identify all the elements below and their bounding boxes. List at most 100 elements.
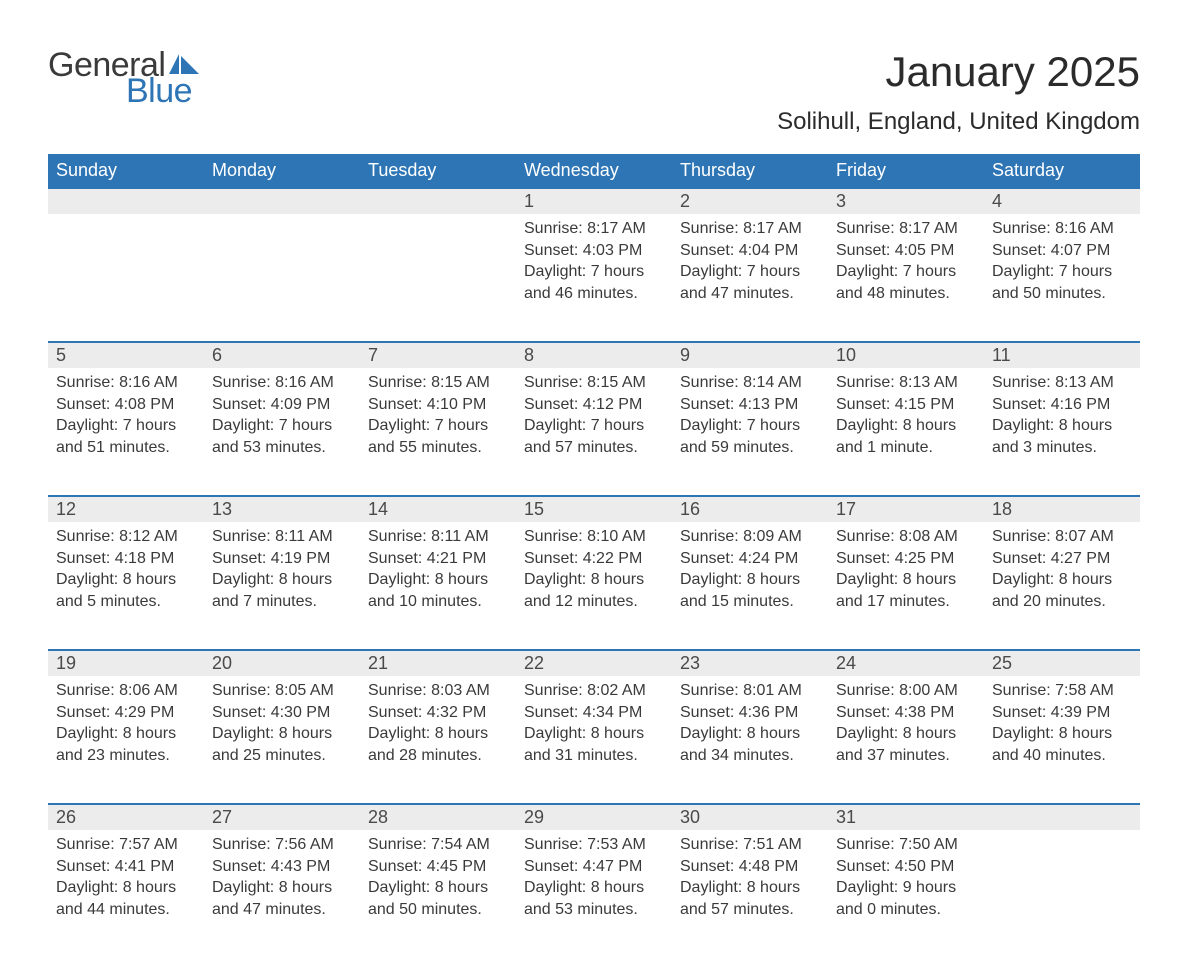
- day-daylight1: Daylight: 8 hours: [368, 723, 508, 745]
- day-daylight2: and 28 minutes.: [368, 745, 508, 767]
- day-daylight2: and 34 minutes.: [680, 745, 820, 767]
- day-sunrise: Sunrise: 8:12 AM: [56, 526, 196, 548]
- day-detail-cell: Sunrise: 8:15 AMSunset: 4:12 PMDaylight:…: [516, 368, 672, 496]
- day-number-cell: 17: [828, 496, 984, 522]
- day-daylight2: and 37 minutes.: [836, 745, 976, 767]
- day-detail-cell: Sunrise: 7:50 AMSunset: 4:50 PMDaylight:…: [828, 830, 984, 958]
- day-number-cell: 6: [204, 342, 360, 368]
- day-detail-row: Sunrise: 8:12 AMSunset: 4:18 PMDaylight:…: [48, 522, 1140, 650]
- day-sunrise: Sunrise: 8:15 AM: [368, 372, 508, 394]
- day-daylight2: and 3 minutes.: [992, 437, 1132, 459]
- day-sunrise: Sunrise: 8:17 AM: [524, 218, 664, 240]
- day-daylight1: Daylight: 8 hours: [680, 723, 820, 745]
- day-sunrise: Sunrise: 8:00 AM: [836, 680, 976, 702]
- weekday-header: Friday: [828, 154, 984, 188]
- day-detail-cell: Sunrise: 8:13 AMSunset: 4:16 PMDaylight:…: [984, 368, 1140, 496]
- day-number-cell: 27: [204, 804, 360, 830]
- day-detail-cell: Sunrise: 8:09 AMSunset: 4:24 PMDaylight:…: [672, 522, 828, 650]
- weekday-header: Wednesday: [516, 154, 672, 188]
- day-sunset: Sunset: 4:29 PM: [56, 702, 196, 724]
- day-daylight2: and 31 minutes.: [524, 745, 664, 767]
- day-sunset: Sunset: 4:22 PM: [524, 548, 664, 570]
- day-sunset: Sunset: 4:04 PM: [680, 240, 820, 262]
- day-sunrise: Sunrise: 8:01 AM: [680, 680, 820, 702]
- day-sunrise: Sunrise: 8:14 AM: [680, 372, 820, 394]
- day-sunrise: Sunrise: 8:08 AM: [836, 526, 976, 548]
- day-number-cell: 25: [984, 650, 1140, 676]
- day-daylight1: Daylight: 8 hours: [368, 569, 508, 591]
- day-daylight1: Daylight: 7 hours: [680, 415, 820, 437]
- day-sunset: Sunset: 4:34 PM: [524, 702, 664, 724]
- day-daylight2: and 15 minutes.: [680, 591, 820, 613]
- day-daylight2: and 51 minutes.: [56, 437, 196, 459]
- day-daylight1: Daylight: 8 hours: [524, 877, 664, 899]
- day-daylight1: Daylight: 7 hours: [524, 415, 664, 437]
- day-number-cell: 13: [204, 496, 360, 522]
- day-detail-cell: [48, 214, 204, 342]
- day-detail-cell: Sunrise: 8:10 AMSunset: 4:22 PMDaylight:…: [516, 522, 672, 650]
- day-sunrise: Sunrise: 8:17 AM: [836, 218, 976, 240]
- day-daylight2: and 40 minutes.: [992, 745, 1132, 767]
- day-number-cell: 5: [48, 342, 204, 368]
- day-detail-cell: Sunrise: 8:16 AMSunset: 4:08 PMDaylight:…: [48, 368, 204, 496]
- day-sunrise: Sunrise: 8:16 AM: [992, 218, 1132, 240]
- day-daylight2: and 20 minutes.: [992, 591, 1132, 613]
- day-daylight1: Daylight: 7 hours: [836, 261, 976, 283]
- day-detail-cell: Sunrise: 8:00 AMSunset: 4:38 PMDaylight:…: [828, 676, 984, 804]
- day-daylight2: and 55 minutes.: [368, 437, 508, 459]
- day-number-cell: 3: [828, 188, 984, 214]
- day-daylight1: Daylight: 7 hours: [524, 261, 664, 283]
- day-daylight1: Daylight: 8 hours: [368, 877, 508, 899]
- day-sunset: Sunset: 4:03 PM: [524, 240, 664, 262]
- day-sunset: Sunset: 4:36 PM: [680, 702, 820, 724]
- weekday-header: Saturday: [984, 154, 1140, 188]
- day-detail-cell: Sunrise: 8:07 AMSunset: 4:27 PMDaylight:…: [984, 522, 1140, 650]
- weekday-header: Tuesday: [360, 154, 516, 188]
- day-detail-cell: Sunrise: 8:01 AMSunset: 4:36 PMDaylight:…: [672, 676, 828, 804]
- day-sunset: Sunset: 4:45 PM: [368, 856, 508, 878]
- day-detail-row: Sunrise: 7:57 AMSunset: 4:41 PMDaylight:…: [48, 830, 1140, 958]
- day-sunrise: Sunrise: 8:09 AM: [680, 526, 820, 548]
- day-detail-cell: [204, 214, 360, 342]
- day-number-cell: 19: [48, 650, 204, 676]
- day-sunset: Sunset: 4:21 PM: [368, 548, 508, 570]
- day-detail-cell: Sunrise: 8:16 AMSunset: 4:07 PMDaylight:…: [984, 214, 1140, 342]
- day-sunset: Sunset: 4:09 PM: [212, 394, 352, 416]
- day-daylight2: and 17 minutes.: [836, 591, 976, 613]
- day-number-cell: 21: [360, 650, 516, 676]
- day-number-cell: 10: [828, 342, 984, 368]
- day-detail-cell: Sunrise: 8:16 AMSunset: 4:09 PMDaylight:…: [204, 368, 360, 496]
- day-daylight1: Daylight: 8 hours: [680, 569, 820, 591]
- day-number-cell: 20: [204, 650, 360, 676]
- day-sunrise: Sunrise: 8:03 AM: [368, 680, 508, 702]
- day-number-cell: 14: [360, 496, 516, 522]
- page-title: January 2025: [777, 48, 1140, 96]
- day-daylight1: Daylight: 7 hours: [680, 261, 820, 283]
- day-number-cell: [204, 188, 360, 214]
- header: General Blue January 2025 Solihull, Engl…: [48, 48, 1140, 136]
- day-sunset: Sunset: 4:27 PM: [992, 548, 1132, 570]
- day-sunrise: Sunrise: 7:53 AM: [524, 834, 664, 856]
- day-daylight1: Daylight: 8 hours: [56, 569, 196, 591]
- day-sunset: Sunset: 4:08 PM: [56, 394, 196, 416]
- day-detail-cell: Sunrise: 8:08 AMSunset: 4:25 PMDaylight:…: [828, 522, 984, 650]
- day-sunrise: Sunrise: 8:13 AM: [836, 372, 976, 394]
- day-sunset: Sunset: 4:38 PM: [836, 702, 976, 724]
- flag-icon: [169, 54, 199, 74]
- day-detail-cell: Sunrise: 8:17 AMSunset: 4:05 PMDaylight:…: [828, 214, 984, 342]
- day-detail-cell: Sunrise: 8:15 AMSunset: 4:10 PMDaylight:…: [360, 368, 516, 496]
- day-sunset: Sunset: 4:30 PM: [212, 702, 352, 724]
- day-sunset: Sunset: 4:50 PM: [836, 856, 976, 878]
- weekday-header: Monday: [204, 154, 360, 188]
- day-sunset: Sunset: 4:24 PM: [680, 548, 820, 570]
- day-daylight1: Daylight: 8 hours: [212, 877, 352, 899]
- day-detail-row: Sunrise: 8:16 AMSunset: 4:08 PMDaylight:…: [48, 368, 1140, 496]
- day-number-row: 1234: [48, 188, 1140, 214]
- day-number-cell: 9: [672, 342, 828, 368]
- day-sunrise: Sunrise: 8:02 AM: [524, 680, 664, 702]
- day-daylight2: and 57 minutes.: [680, 899, 820, 921]
- day-detail-cell: Sunrise: 8:13 AMSunset: 4:15 PMDaylight:…: [828, 368, 984, 496]
- day-number-cell: [48, 188, 204, 214]
- day-number-cell: 12: [48, 496, 204, 522]
- day-sunset: Sunset: 4:16 PM: [992, 394, 1132, 416]
